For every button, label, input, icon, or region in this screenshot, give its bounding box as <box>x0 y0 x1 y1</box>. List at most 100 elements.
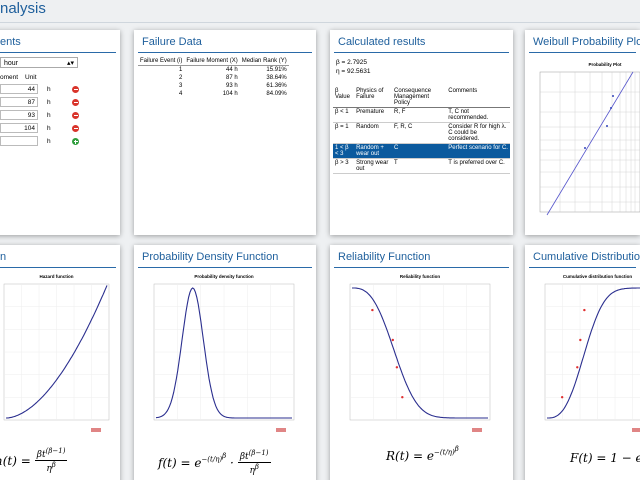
heading-rule <box>0 52 116 53</box>
plot-curve <box>6 285 108 419</box>
column-header: Unit <box>25 74 37 81</box>
cdf-card: Cumulative Distribution I Cumulative dis… <box>525 245 640 480</box>
exp2: β <box>454 445 459 454</box>
table-cell: β > 3 <box>333 158 355 174</box>
table-cell: β < 1 <box>333 107 355 123</box>
numerator: βt(β−1) <box>34 447 68 461</box>
plot-title: Reliability function <box>400 274 441 279</box>
plot-point <box>579 338 582 342</box>
moments-card: ents hour ▴▾ oment Unit 44 h 87 h 93 h 104 h h <box>0 30 120 235</box>
remove-button[interactable] <box>72 99 79 106</box>
table-cell: 2 <box>179 75 183 81</box>
failure-data-card: Failure Data Failure Event (i) Failure Mo… <box>134 30 316 235</box>
table-cell: 1 <box>179 67 183 73</box>
reliability-formula: R(t) = e −(t/η)β <box>386 445 459 463</box>
moment-value: 44 <box>27 86 35 93</box>
weibull-card: Weibull Probability Plot Probability Plo… <box>525 30 640 235</box>
heading-rule <box>0 267 116 268</box>
card-heading: Reliability Function <box>338 251 431 263</box>
plot-point <box>391 338 394 342</box>
card-heading: n <box>0 251 7 263</box>
icon-bar <box>73 115 78 116</box>
base: e <box>194 455 202 470</box>
table-cell: T is preferred over C. <box>446 158 510 174</box>
remove-button[interactable] <box>72 125 79 132</box>
table-cell: F, R, C <box>392 122 447 144</box>
column-header: Physics of Failure <box>354 87 393 108</box>
plot-toolbar <box>632 428 640 432</box>
den: η <box>46 464 52 474</box>
remove-button[interactable] <box>72 86 79 93</box>
column-header: Failure Moment (X) <box>184 57 240 66</box>
header-row: Failure Event (i) Failure Moment (X) Media… <box>138 57 289 66</box>
den: η <box>249 466 255 476</box>
moment-input[interactable]: 87 <box>0 97 38 107</box>
table-cell: 15.91% <box>266 67 287 73</box>
probability-plot: Probability Plot <box>539 62 640 216</box>
moment-input[interactable]: 44 <box>0 84 38 94</box>
column-header: Consequence Management Policy <box>392 87 447 108</box>
table-cell: 87 h <box>226 75 238 81</box>
table-row: β > 3 Strong wear out T T is preferred over… <box>333 158 510 174</box>
select-value: hour <box>4 60 19 67</box>
num: βt <box>239 452 249 462</box>
formula-lhs: f(t) = <box>158 455 191 470</box>
plot-curve <box>547 287 640 419</box>
table-cell: 93 h <box>226 83 238 89</box>
hazard-card: n Hazard function h(t) =βt(β−1)ηβ <box>0 245 120 480</box>
formula-lhs: F(t) = 1 − e <box>570 451 640 465</box>
select-arrow: ▴▾ <box>66 60 74 67</box>
plot-point <box>606 125 608 127</box>
card-heading: ents <box>0 36 21 48</box>
table-cell: 38.64% <box>266 75 287 81</box>
formula-lhs: h(t) = <box>0 453 31 468</box>
pdf-card: Probability Density Function Probability… <box>134 245 316 480</box>
moment-input[interactable] <box>0 136 38 146</box>
remove-button[interactable] <box>72 112 79 119</box>
header-rule <box>0 22 640 23</box>
column-header: β Value <box>333 87 355 108</box>
plot-title: Probability Plot <box>588 62 622 67</box>
table-cell: 3 <box>179 83 183 89</box>
exp2: β <box>222 451 227 460</box>
card-heading: Probability Density Function <box>142 251 279 263</box>
moment-unit: h <box>47 138 51 145</box>
formula-lhs: R(t) = <box>386 449 424 463</box>
table-row: 3 93 h 61.36% <box>138 82 289 90</box>
moment-unit: h <box>47 99 51 106</box>
cdf-plot: Cumulative distribution function <box>544 274 640 432</box>
moment-value: 93 <box>27 112 35 119</box>
table-cell: 84.09% <box>266 91 287 97</box>
column-header: Comments <box>446 87 510 108</box>
plot-toolbar <box>276 428 286 432</box>
exp: −(t/η) <box>434 448 455 457</box>
table-row: 2 87 h 38.64% <box>138 74 289 82</box>
moment-unit: h <box>47 125 51 132</box>
table-cell: Random <box>354 122 393 144</box>
reliability-card: Reliability Function Reliability functio… <box>330 245 513 480</box>
table-cell: R, F <box>392 107 447 123</box>
plot-toolbar <box>472 428 482 432</box>
moment-input[interactable]: 104 <box>0 123 38 133</box>
icon-bar <box>75 139 76 144</box>
moment-input[interactable]: 93 <box>0 110 38 120</box>
moment-value: 87 <box>27 99 35 106</box>
base: e <box>426 449 435 463</box>
plot-title: Cumulative distribution function <box>563 274 632 279</box>
card-heading: Cumulative Distribution I <box>533 251 640 263</box>
icon-bar <box>73 102 78 103</box>
table-row: β = 1 Random F, R, C Consider R for high λ.… <box>333 122 510 144</box>
cdf-formula: F(t) = 1 − e <box>570 451 640 465</box>
plot-point <box>576 366 579 369</box>
unit-select[interactable]: hour ▴▾ <box>0 57 78 68</box>
beta: β = 2.7925 <box>336 59 368 66</box>
failure-table: Failure Event (i) Failure Moment (X) Media… <box>138 57 289 98</box>
plot-point <box>610 107 612 109</box>
header-row: β Value Physics of Failure Consequence Man… <box>333 87 510 108</box>
table-cell: 1 < β < 3 <box>333 143 355 159</box>
plot-point <box>584 147 586 149</box>
add-button[interactable] <box>72 138 79 145</box>
den-exp: β <box>254 463 259 471</box>
heading-rule <box>334 267 509 268</box>
hazard-formula: h(t) =βt(β−1)ηβ <box>0 447 68 474</box>
